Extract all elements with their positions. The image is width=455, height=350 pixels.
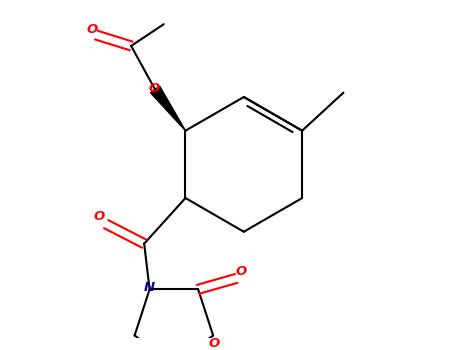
Text: O: O	[148, 82, 160, 95]
Text: O: O	[86, 23, 98, 36]
Polygon shape	[151, 86, 186, 131]
Text: O: O	[236, 265, 247, 279]
Text: O: O	[94, 210, 105, 223]
Text: O: O	[208, 337, 220, 350]
Text: N: N	[144, 281, 155, 294]
